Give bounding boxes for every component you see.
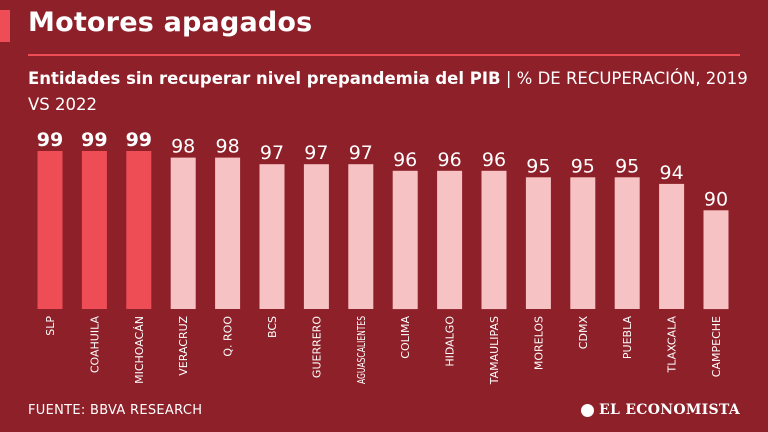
category-tick-label: COAHUILA — [88, 316, 101, 374]
bar-aguascalientes — [348, 164, 374, 309]
category-tick-label: Q. ROO — [222, 316, 235, 357]
category-tick-label: PUEBLA — [621, 316, 634, 360]
subtitle-separator: | — [505, 69, 512, 88]
bar-michoacán — [126, 151, 152, 309]
bar-bcs — [259, 164, 285, 309]
bar-value-label: 95 — [526, 155, 550, 177]
category-tick-label: COLIMA — [399, 316, 412, 359]
bar-cdmx — [570, 177, 596, 309]
bar-veracruz — [170, 157, 196, 309]
bar-value-label: 96 — [393, 149, 417, 171]
chart-subtitle: Entidades sin recuperar nivel prepandemi… — [28, 66, 748, 118]
title-divider — [28, 54, 740, 56]
category-tick-label: CAMPECHE — [710, 316, 723, 377]
category-tick-label: MICHOACÁN — [133, 316, 146, 384]
subtitle-main: Entidades sin recuperar nivel prepandemi… — [28, 69, 501, 88]
bar-value-label: 98 — [171, 136, 195, 158]
brand-name: EL ECONOMISTA — [599, 402, 740, 418]
bar-coahuila — [81, 151, 107, 309]
bar-tlaxcala — [659, 183, 685, 309]
bar-tamaulipas — [481, 170, 507, 310]
bar-value-label: 94 — [660, 162, 684, 184]
bar-value-label: 96 — [438, 149, 462, 171]
bar-value-label: 97 — [349, 142, 373, 164]
category-tick-label: BCS — [266, 316, 279, 338]
category-tick-label: TAMAULIPAS — [488, 316, 501, 385]
bar-hidalgo — [437, 170, 463, 310]
category-tick-label: AGUASCALIENTES — [355, 316, 368, 384]
bar-colima — [392, 170, 418, 310]
category-tick-label: VERACRUZ — [177, 316, 190, 376]
bar-puebla — [614, 177, 640, 309]
bar-value-label: 99 — [37, 129, 63, 151]
category-tick-label: SLP — [44, 316, 57, 336]
bar-value-label: 90 — [704, 188, 728, 210]
bar-q-roo — [215, 157, 241, 309]
bar-guerrero — [303, 164, 329, 309]
brand-logo: EL ECONOMISTA — [581, 402, 740, 418]
globe-icon — [581, 403, 595, 417]
bar-value-label: 99 — [81, 129, 107, 151]
category-tick-label: GUERRERO — [310, 316, 323, 378]
bar-value-label: 95 — [615, 155, 639, 177]
bar-value-label: 97 — [260, 142, 284, 164]
bar-value-label: 97 — [304, 142, 328, 164]
bar-value-label: 98 — [216, 136, 240, 158]
category-tick-label: CDMX — [577, 316, 590, 350]
bar-slp — [37, 151, 63, 309]
bar-campeche — [703, 210, 729, 310]
bar-value-label: 96 — [482, 149, 506, 171]
category-tick-label: TLAXCALA — [666, 316, 679, 374]
page-title: Motores apagados — [28, 7, 313, 38]
source-note: FUENTE: BBVA RESEARCH — [28, 403, 203, 418]
bar-value-label: 95 — [571, 155, 595, 177]
bar-value-label: 99 — [126, 129, 152, 151]
bar-morelos — [525, 177, 551, 309]
category-tick-label: MORELOS — [532, 316, 545, 370]
category-tick-label: HIDALGO — [444, 316, 457, 367]
title-accent-block — [0, 10, 10, 42]
subtitle-unit: % DE RECUPERACIÓN, 2019 VS 2022 — [28, 69, 748, 114]
